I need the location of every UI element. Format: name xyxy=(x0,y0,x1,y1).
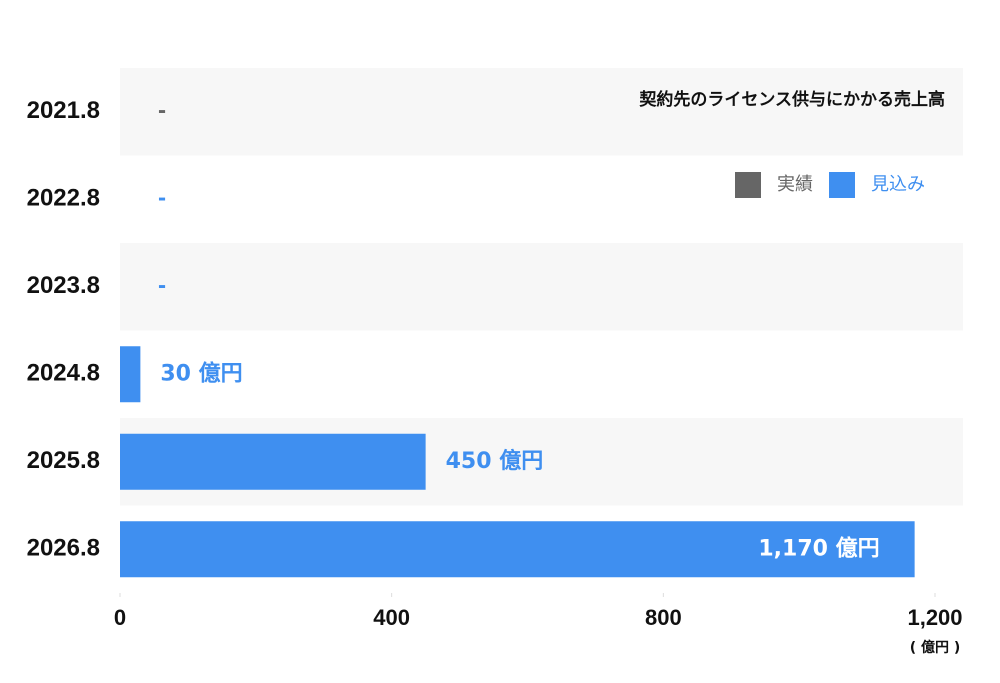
row-band xyxy=(120,243,963,331)
value-label: - xyxy=(158,273,166,297)
x-unit: ( 億円 ) xyxy=(910,639,961,656)
legend-label: 実績 xyxy=(777,174,813,195)
value-label: - xyxy=(158,98,166,122)
row-band xyxy=(120,155,963,243)
y-tick-label: 2026.8 xyxy=(27,535,100,562)
row-band xyxy=(120,68,963,156)
legend-swatch xyxy=(829,172,855,198)
x-tick-label: 400 xyxy=(373,605,410,630)
y-tick-label: 2025.8 xyxy=(27,447,100,474)
y-tick-label: 2021.8 xyxy=(27,97,100,124)
legend-label: 見込み xyxy=(871,174,925,195)
row-band xyxy=(120,330,963,418)
y-tick-label: 2022.8 xyxy=(27,185,100,212)
y-tick-label: 2024.8 xyxy=(27,360,100,387)
x-tick-label: 1,200 xyxy=(907,605,962,630)
value-label: - xyxy=(158,186,166,210)
value-label: 450 億円 xyxy=(446,448,544,474)
x-tick-label: 800 xyxy=(645,605,682,630)
y-tick-label: 2023.8 xyxy=(27,272,100,299)
value-label: 1,170 億円 xyxy=(758,535,879,561)
value-label: 30 億円 xyxy=(160,360,242,386)
chart-title: 契約先のライセンス供与にかかる売上高 xyxy=(638,89,945,110)
bar xyxy=(120,346,141,403)
legend-swatch xyxy=(735,172,761,198)
bar xyxy=(120,521,915,578)
x-tick-label: 0 xyxy=(114,605,126,630)
bar xyxy=(120,433,426,490)
